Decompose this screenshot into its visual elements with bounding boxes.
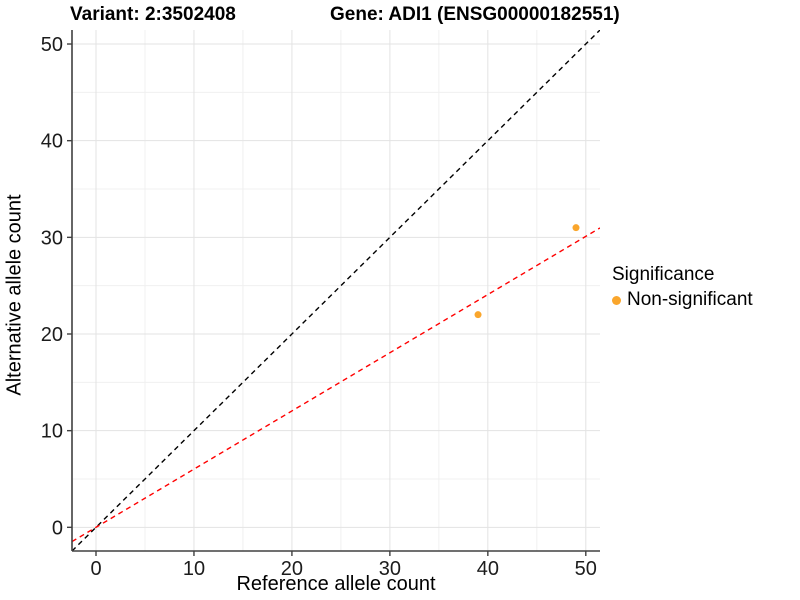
identity-line: [72, 30, 600, 551]
fit-line: [72, 227, 600, 543]
y-tick-label: 10: [41, 421, 63, 443]
y-tick-label: 30: [41, 227, 63, 249]
y-tick-label: 20: [41, 324, 63, 346]
reference-lines: [72, 30, 600, 551]
variant-title: Variant: 2:3502408: [70, 4, 236, 25]
data-point: [572, 224, 580, 232]
y-tick-label: 40: [41, 131, 63, 153]
legend-item-non-significant: Non-significant: [612, 289, 753, 311]
x-tick-label: 20: [281, 558, 303, 580]
x-tick-label: 50: [575, 558, 597, 580]
y-tick-label: 50: [41, 34, 63, 56]
x-tick-label: 0: [90, 558, 101, 580]
y-tick-label: 0: [52, 517, 63, 539]
data-point: [474, 311, 482, 319]
legend-item-label: Non-significant: [627, 289, 753, 310]
x-axis-title: Reference allele count: [236, 573, 436, 595]
y-axis-title: Alternative allele count: [3, 194, 26, 396]
x-tick-label: 40: [477, 558, 499, 580]
legend: Significance Non-significant: [612, 264, 753, 311]
x-tick-label: 30: [379, 558, 401, 580]
legend-title: Significance: [612, 264, 715, 285]
x-tick-label: 10: [183, 558, 205, 580]
gene-title: Gene: ADI1 (ENSG00000182551): [330, 4, 620, 25]
non-significant-dot-icon: [612, 295, 621, 305]
